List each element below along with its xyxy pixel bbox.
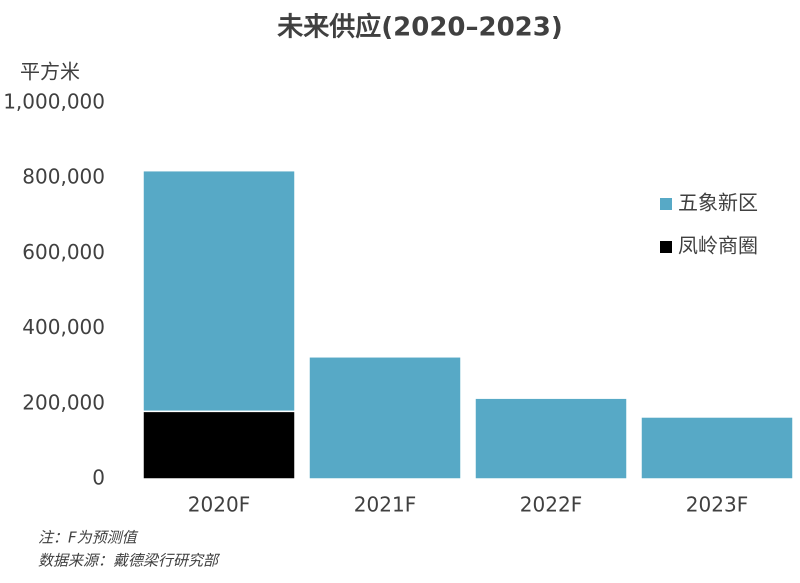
x-tick-label: 2021F (354, 493, 416, 517)
bar (474, 397, 628, 480)
x-tick-label: 2022F (520, 493, 582, 517)
bar (142, 410, 296, 480)
y-tick-label: 600,000 (22, 240, 105, 264)
legend-label: 五象新区 (678, 191, 758, 215)
bar (142, 169, 296, 413)
bar (640, 416, 794, 480)
y-tick-label: 400,000 (22, 315, 105, 339)
y-tick-label: 200,000 (22, 390, 105, 414)
x-tick-label: 2023F (686, 493, 748, 517)
y-axis-label: 平方米 (20, 60, 80, 84)
legend-swatch (660, 198, 672, 210)
y-tick-label: 0 (92, 466, 105, 490)
bar (308, 356, 462, 480)
note: 注：F为预测值 (38, 529, 139, 547)
note: 数据来源：戴德梁行研究部 (38, 552, 221, 570)
legend-label: 凤岭商圈 (678, 234, 758, 258)
y-tick-label: 1,000,000 (3, 90, 105, 114)
x-tick-label: 2020F (188, 493, 250, 517)
chart-title: 未来供应(2020–2023) (277, 12, 563, 43)
y-tick-label: 800,000 (22, 165, 105, 189)
legend-swatch (660, 241, 672, 253)
